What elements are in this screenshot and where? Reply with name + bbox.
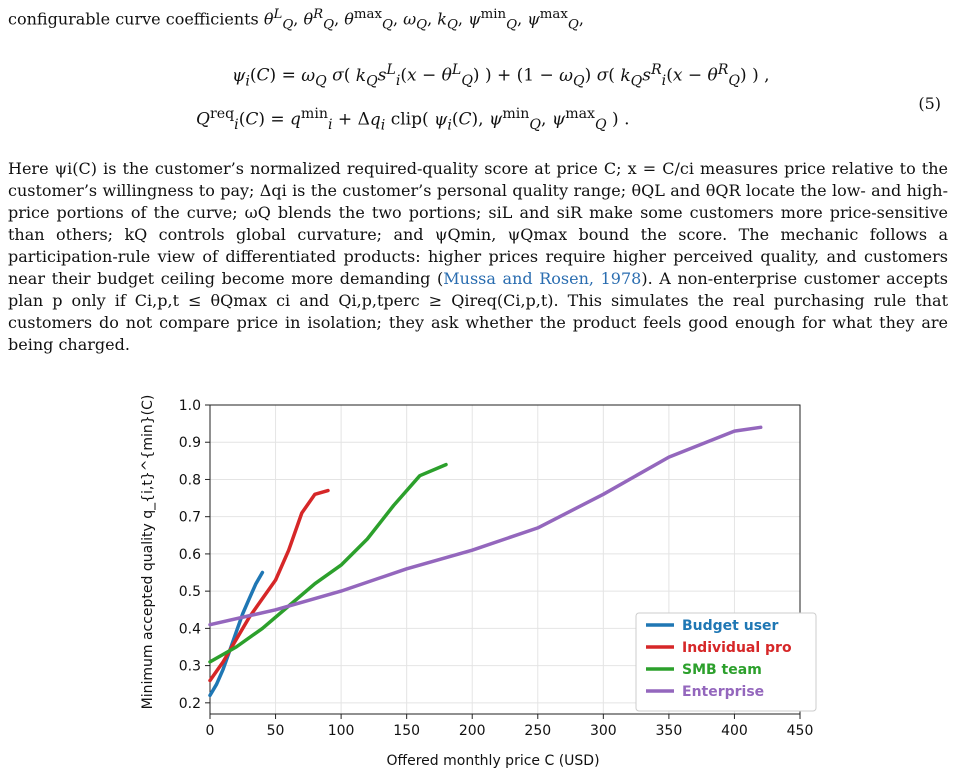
legend-layer: Budget user Individual pro SMB team Enterpr… [635, 612, 817, 712]
plot-frame [209, 404, 801, 715]
intro-line: configurable curve coefficients θLQ, θRQ… [8, 7, 584, 33]
axes-layer: 0 50 100 150 200 250 300 350 400 450 0.2 0.3 0.4 0.5 0… [179, 398, 814, 739]
equation-number: (5) [918, 94, 941, 113]
y-tick-label: 0.3 [179, 659, 201, 675]
y-tick-label: 0.6 [179, 547, 201, 563]
legend-label-1: Individual pro [682, 640, 792, 656]
y-tick-label: 0.9 [179, 435, 201, 451]
legend-box [635, 612, 817, 712]
x-tick-label: 200 [459, 723, 486, 739]
x-tick-label: 450 [787, 723, 814, 739]
series-line-2 [208, 462, 448, 664]
x-tick-label: 400 [721, 723, 748, 739]
y-tick-label: 0.8 [179, 472, 201, 488]
y-tick-label: 0.2 [179, 696, 201, 712]
x-tick-label: 250 [524, 723, 551, 739]
y-axis-label: Minimum accepted quality q_{i,t}^{min}(C… [140, 395, 156, 709]
y-tick-label: 0.7 [179, 510, 201, 526]
x-tick-label: 350 [656, 723, 683, 739]
equation-block: ψi(C) = ωQ σ( kQsLi(x − θLQ) ) + (1 − ωQ… [0, 52, 957, 142]
body-paragraph: Here ψi(C) is the customer’s normalized … [8, 158, 948, 356]
x-tick-label: 150 [393, 723, 420, 739]
x-tick-label: 0 [206, 723, 215, 739]
y-tick-label: 0.5 [179, 584, 201, 600]
citation-link[interactable]: Mussa and Rosen, 1978 [443, 269, 642, 288]
x-axis-label: Offered monthly price C (USD) [386, 753, 599, 769]
y-tick-label: 0.4 [179, 621, 201, 637]
paragraph-text-2: ). A non-enterprise customer accepts pla… [8, 269, 948, 354]
x-tick-label: 300 [590, 723, 617, 739]
lines-layer [208, 425, 763, 698]
x-tick-label: 50 [267, 723, 285, 739]
series-line-3 [208, 425, 763, 627]
legend-label-3: Enterprise [682, 684, 764, 700]
series-line-0 [208, 570, 265, 698]
y-tick-label: 1.0 [179, 398, 201, 414]
line-chart: 0 50 100 150 200 250 300 350 400 450 0.2 0.3 0.4 0.5 0… [140, 395, 817, 769]
equation-line-psi: ψi(C) = ωQ σ( kQsLi(x − θLQ) ) + (1 − ωQ… [232, 62, 770, 90]
figure: 0 50 100 150 200 250 300 350 400 450 0.2 0.3 0.4 0.5 0… [140, 395, 820, 776]
x-tick-label: 100 [328, 723, 355, 739]
paragraph-text-1: Here ψi(C) is the customer’s normalized … [8, 159, 948, 288]
legend-label-0: Budget user [682, 618, 779, 634]
legend-label-2: SMB team [682, 662, 762, 678]
equation-line-qreq: Qreqi(C) = qmini + Δqi clip( ψi(C), ψmin… [196, 106, 630, 134]
